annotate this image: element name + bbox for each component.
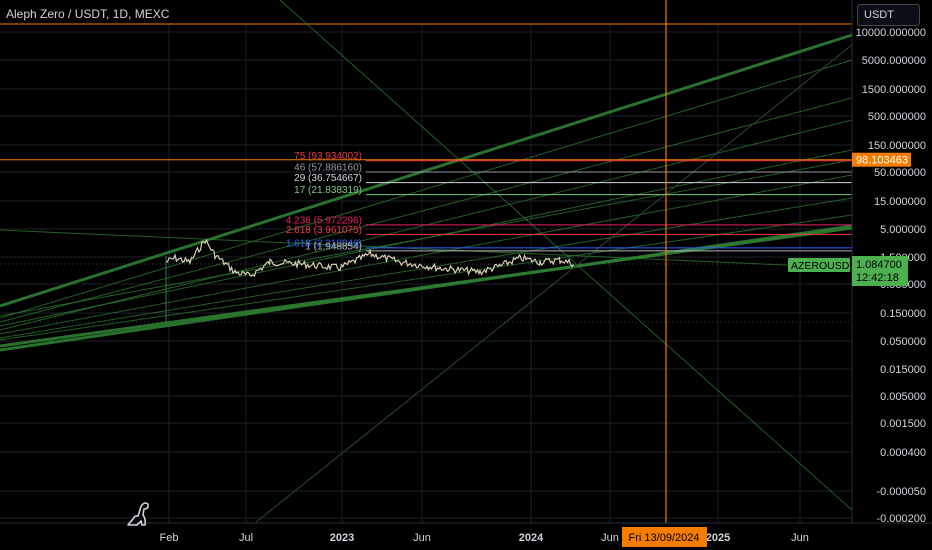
price-axis-label: 5.000000	[880, 224, 926, 236]
vertical-line-tag	[622, 527, 707, 547]
price-countdown: 12:42:18	[856, 272, 899, 284]
fib-level-label: 46 (57.886160)	[294, 162, 362, 173]
time-axis-label: Jul	[239, 532, 253, 544]
trendline	[0, 224, 853, 352]
last-price-value: 1.084700	[856, 259, 902, 271]
time-axis-label: 2025	[706, 532, 730, 544]
horizontal-line-tag	[852, 152, 911, 167]
price-axis-label: 500.000000	[868, 111, 926, 123]
price-axis-label: 0.050000	[880, 336, 926, 348]
time-axis	[0, 523, 932, 550]
trendline	[0, 97, 853, 323]
trendline	[279, 0, 853, 511]
price-series	[165, 238, 574, 277]
price-axis-label: 0.150000	[880, 308, 926, 320]
trendline	[0, 174, 853, 335]
price-axis-label: 150.000000	[868, 140, 926, 152]
fib-level-label: 1 (1.948854)	[305, 241, 362, 252]
last-price-tag	[852, 256, 908, 286]
price-axis-label: 0.000400	[880, 447, 926, 459]
time-axis-label: Jun	[791, 532, 809, 544]
price-axis-label: 0.005000	[880, 391, 926, 403]
price-axis-label: -0.000050	[876, 486, 926, 498]
fib-level-label: 1.618 (2.218046)	[286, 238, 362, 249]
price-axis-label: 10000.000000	[856, 27, 926, 39]
price-axis-label: -0.000200	[876, 513, 926, 525]
symbol-tag	[788, 258, 850, 272]
tradingview-dino-icon	[127, 502, 149, 526]
price-axis-label: 5000.000000	[862, 55, 926, 67]
trendline	[254, 44, 853, 524]
price-axis-label: 0.015000	[880, 364, 926, 376]
trendline	[0, 33, 853, 308]
fib-level-label: 4.236 (5.972296)	[286, 215, 362, 226]
time-axis-label: 2023	[330, 532, 354, 544]
time-axis-label: Jun	[601, 532, 619, 544]
fib-level-label: 29 (36.754667)	[294, 173, 362, 184]
price-axis-label: 1500.000000	[862, 84, 926, 96]
time-axis-label: 2024	[519, 532, 544, 544]
symbol-label: AZEROUSDT	[791, 260, 856, 272]
trendline	[0, 59, 853, 319]
chart-title: Aleph Zero / USDT, 1D, MEXC	[6, 7, 170, 21]
fib-level-label: 2.618 (3.961075)	[286, 225, 362, 236]
price-axis-label: 0.001500	[880, 418, 926, 430]
trendline	[0, 159, 853, 317]
currency-selector-button[interactable]: USDT	[857, 4, 920, 26]
trendline	[0, 214, 853, 341]
time-axis-label: Jun	[413, 532, 431, 544]
horizontal-line-value: 98.103463	[856, 155, 908, 167]
vertical-line-date: Fri 13/09/2024	[629, 532, 700, 544]
price-axis-label: 15.000000	[874, 196, 926, 208]
trendline	[0, 229, 853, 269]
fib-level-label: 75 (93.934002)	[294, 151, 362, 162]
price-axis-label: 50.000000	[874, 167, 926, 179]
fib-level-label: 17 (21.838319)	[294, 185, 362, 196]
time-axis-label: Feb	[160, 532, 179, 544]
